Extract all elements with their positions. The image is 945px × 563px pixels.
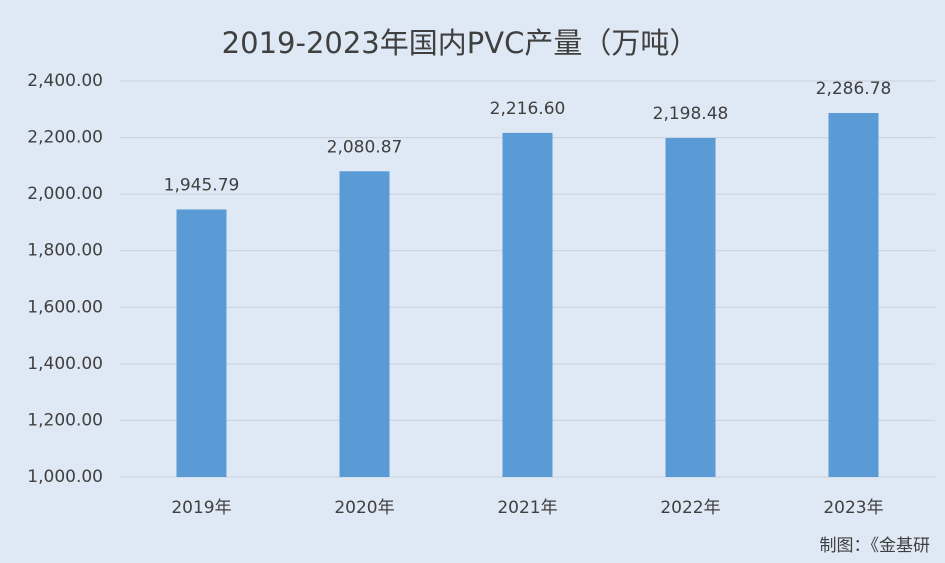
x-tick-label: 2019年 [171,498,231,518]
data-label: 1,945.79 [164,175,240,195]
bar [339,171,390,478]
y-tick-label: 2,200.00 [27,128,103,148]
data-label: 2,080.87 [327,137,403,157]
bar [828,113,879,477]
data-label: 2,198.48 [653,104,729,124]
x-tick-label: 2022年 [660,498,720,518]
x-tick-label: 2023年 [823,498,883,518]
chart-title: 2019-2023年国内PVC产量（万吨） [222,26,699,60]
y-tick-label: 1,000.00 [27,467,103,487]
data-label: 2,216.60 [490,99,566,119]
y-tick-label: 1,800.00 [27,241,103,261]
x-tick-label: 2020年 [334,498,394,518]
y-tick-label: 1,600.00 [27,297,103,317]
y-tick-label: 2,400.00 [27,71,103,91]
bar [176,209,227,477]
y-tick-label: 1,200.00 [27,410,103,430]
data-label: 2,286.78 [816,79,892,99]
y-tick-label: 1,400.00 [27,354,103,374]
bar [665,138,716,477]
y-tick-label: 2,000.00 [27,184,103,204]
source-note: 制图：《金基研 [820,536,931,556]
bar [502,132,553,477]
x-tick-label: 2021年 [497,498,557,518]
